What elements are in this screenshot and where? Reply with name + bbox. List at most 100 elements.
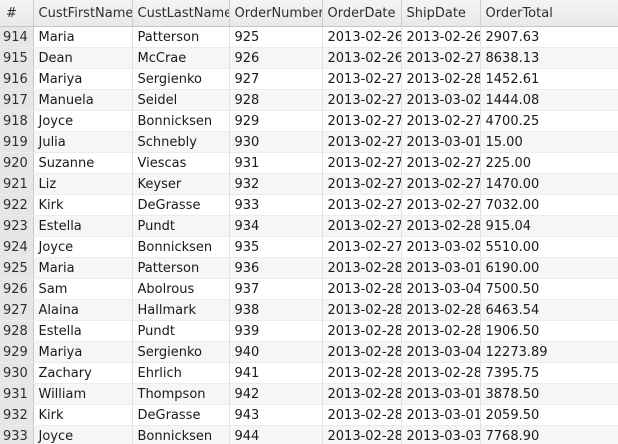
cust-first-name-cell[interactable]: Dean [33, 47, 133, 69]
order-number-cell[interactable]: 936 [229, 257, 323, 279]
ship-date-cell[interactable]: 2013-02-27 [401, 194, 481, 216]
order-number-cell[interactable]: 933 [229, 194, 323, 216]
ship-date-cell[interactable]: 2013-02-27 [401, 152, 481, 174]
cust-first-name-cell[interactable]: Liz [33, 173, 133, 195]
order-date-cell[interactable]: 2013-02-28 [322, 257, 402, 279]
order-date-cell[interactable]: 2013-02-26 [322, 26, 402, 48]
row-number[interactable]: 930 [0, 362, 34, 384]
column-header-cust-first-name[interactable]: CustFirstName [33, 0, 133, 27]
order-total-cell[interactable]: 7395.75 [480, 362, 618, 384]
table-row[interactable]: 927 Alaina Hallmark 938 2013-02-28 2013-02-28… [0, 299, 618, 321]
cust-last-name-cell[interactable]: DeGrasse [132, 404, 230, 426]
order-date-cell[interactable]: 2013-02-27 [322, 173, 402, 195]
ship-date-cell[interactable]: 2013-03-04 [401, 278, 481, 300]
order-total-cell[interactable]: 915.04 [480, 215, 618, 237]
order-total-cell[interactable]: 12273.89 [480, 341, 618, 363]
ship-date-cell[interactable]: 2013-03-01 [401, 404, 481, 426]
order-number-cell[interactable]: 940 [229, 341, 323, 363]
row-number[interactable]: 926 [0, 278, 34, 300]
row-number[interactable]: 932 [0, 404, 34, 426]
order-date-cell[interactable]: 2013-02-27 [322, 215, 402, 237]
column-header-rownum[interactable]: # [0, 0, 34, 27]
ship-date-cell[interactable]: 2013-02-28 [401, 362, 481, 384]
order-date-cell[interactable]: 2013-02-28 [322, 341, 402, 363]
row-number[interactable]: 921 [0, 173, 34, 195]
order-number-cell[interactable]: 926 [229, 47, 323, 69]
cust-last-name-cell[interactable]: Ehrlich [132, 362, 230, 384]
row-number[interactable]: 915 [0, 47, 34, 69]
ship-date-cell[interactable]: 2013-02-27 [401, 47, 481, 69]
order-date-cell[interactable]: 2013-02-27 [322, 68, 402, 90]
order-number-cell[interactable]: 943 [229, 404, 323, 426]
table-row[interactable]: 917 Manuela Seidel 928 2013-02-27 2013-03-02 1… [0, 89, 618, 111]
cust-first-name-cell[interactable]: Estella [33, 215, 133, 237]
table-row[interactable]: 929 Mariya Sergienko 940 2013-02-28 2013-03-0… [0, 341, 618, 363]
cust-first-name-cell[interactable]: Kirk [33, 404, 133, 426]
order-number-cell[interactable]: 932 [229, 173, 323, 195]
ship-date-cell[interactable]: 2013-02-28 [401, 215, 481, 237]
cust-last-name-cell[interactable]: Thompson [132, 383, 230, 405]
order-number-cell[interactable]: 942 [229, 383, 323, 405]
column-header-order-total[interactable]: OrderTotal [480, 0, 618, 27]
cust-first-name-cell[interactable]: Mariya [33, 341, 133, 363]
cust-first-name-cell[interactable]: Joyce [33, 236, 133, 258]
cust-first-name-cell[interactable]: Joyce [33, 425, 133, 444]
ship-date-cell[interactable]: 2013-02-28 [401, 68, 481, 90]
order-date-cell[interactable]: 2013-02-28 [322, 425, 402, 444]
cust-first-name-cell[interactable]: Kirk [33, 194, 133, 216]
cust-last-name-cell[interactable]: Patterson [132, 257, 230, 279]
cust-last-name-cell[interactable]: Patterson [132, 26, 230, 48]
cust-first-name-cell[interactable]: Mariya [33, 68, 133, 90]
cust-last-name-cell[interactable]: Sergienko [132, 68, 230, 90]
order-total-cell[interactable]: 1470.00 [480, 173, 618, 195]
table-row[interactable]: 916 Mariya Sergienko 927 2013-02-27 2013-02-2… [0, 68, 618, 90]
order-total-cell[interactable]: 3878.50 [480, 383, 618, 405]
order-total-cell[interactable]: 5510.00 [480, 236, 618, 258]
row-number[interactable]: 927 [0, 299, 34, 321]
cust-last-name-cell[interactable]: Hallmark [132, 299, 230, 321]
table-row[interactable]: 920 Suzanne Viescas 931 2013-02-27 2013-02-27… [0, 152, 618, 174]
order-total-cell[interactable]: 6463.54 [480, 299, 618, 321]
cust-first-name-cell[interactable]: Julia [33, 131, 133, 153]
order-date-cell[interactable]: 2013-02-28 [322, 278, 402, 300]
order-number-cell[interactable]: 929 [229, 110, 323, 132]
order-date-cell[interactable]: 2013-02-27 [322, 89, 402, 111]
row-number[interactable]: 929 [0, 341, 34, 363]
order-total-cell[interactable]: 8638.13 [480, 47, 618, 69]
column-header-ship-date[interactable]: ShipDate [401, 0, 481, 27]
table-row[interactable]: 919 Julia Schnebly 930 2013-02-27 2013-03-01 1… [0, 131, 618, 153]
order-total-cell[interactable]: 2059.50 [480, 404, 618, 426]
ship-date-cell[interactable]: 2013-03-01 [401, 131, 481, 153]
order-total-cell[interactable]: 1444.08 [480, 89, 618, 111]
table-row[interactable]: 921 Liz Keyser 932 2013-02-27 2013-02-27 1470.… [0, 173, 618, 195]
order-date-cell[interactable]: 2013-02-26 [322, 47, 402, 69]
table-row[interactable]: 914 Maria Patterson 925 2013-02-26 2013-02-26… [0, 26, 618, 48]
row-number[interactable]: 931 [0, 383, 34, 405]
ship-date-cell[interactable]: 2013-02-28 [401, 299, 481, 321]
cust-last-name-cell[interactable]: Abolrous [132, 278, 230, 300]
column-header-order-number[interactable]: OrderNumber [229, 0, 323, 27]
ship-date-cell[interactable]: 2013-02-28 [401, 320, 481, 342]
order-date-cell[interactable]: 2013-02-28 [322, 383, 402, 405]
table-row[interactable]: 926 Sam Abolrous 937 2013-02-28 2013-03-04 750… [0, 278, 618, 300]
row-number[interactable]: 922 [0, 194, 34, 216]
row-number[interactable]: 923 [0, 215, 34, 237]
table-row[interactable]: 924 Joyce Bonnicksen 935 2013-02-27 2013-03-0… [0, 236, 618, 258]
order-number-cell[interactable]: 938 [229, 299, 323, 321]
ship-date-cell[interactable]: 2013-03-02 [401, 236, 481, 258]
cust-first-name-cell[interactable]: Manuela [33, 89, 133, 111]
cust-last-name-cell[interactable]: Bonnicksen [132, 425, 230, 444]
table-row[interactable]: 918 Joyce Bonnicksen 929 2013-02-27 2013-02-2… [0, 110, 618, 132]
cust-last-name-cell[interactable]: Sergienko [132, 341, 230, 363]
order-number-cell[interactable]: 937 [229, 278, 323, 300]
order-total-cell[interactable]: 4700.25 [480, 110, 618, 132]
cust-last-name-cell[interactable]: Viescas [132, 152, 230, 174]
table-row[interactable]: 923 Estella Pundt 934 2013-02-27 2013-02-28 91… [0, 215, 618, 237]
cust-first-name-cell[interactable]: Joyce [33, 110, 133, 132]
column-header-cust-last-name[interactable]: CustLastName [132, 0, 230, 27]
order-total-cell[interactable]: 7032.00 [480, 194, 618, 216]
cust-last-name-cell[interactable]: Pundt [132, 215, 230, 237]
cust-last-name-cell[interactable]: Keyser [132, 173, 230, 195]
table-row[interactable]: 932 Kirk DeGrasse 943 2013-02-28 2013-03-01 20… [0, 404, 618, 426]
order-date-cell[interactable]: 2013-02-27 [322, 194, 402, 216]
